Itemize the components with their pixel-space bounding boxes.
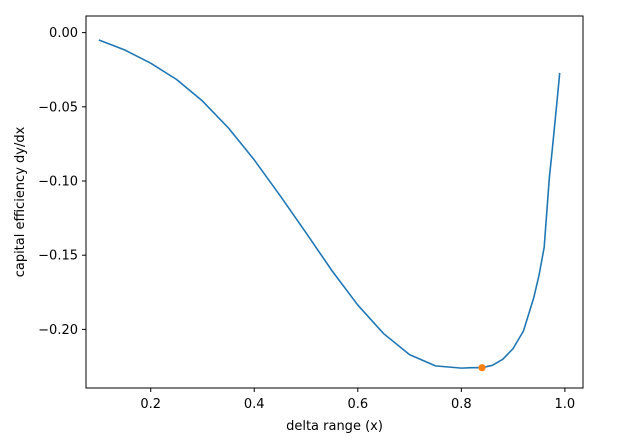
x-tick-label: 0.6 — [347, 397, 368, 412]
x-axis-label: delta range (x) — [286, 419, 383, 434]
y-tick-label: −0.10 — [38, 175, 78, 190]
x-tick-label: 0.4 — [244, 397, 265, 412]
series-line-0 — [98, 39, 561, 369]
y-tick-label: −0.15 — [38, 249, 78, 264]
x-tick-label: 1.0 — [555, 397, 576, 412]
x-tick-label: 0.8 — [451, 397, 472, 412]
series-layer — [98, 39, 561, 372]
plot-frame — [85, 15, 584, 389]
x-tick-label: 0.2 — [140, 397, 161, 412]
highlight-point — [478, 364, 486, 372]
ticks-layer: 0.2 0.4 0.6 0.8 1.0 0.00 −0.05 −0.10 −0.15 −0.20 — [38, 26, 575, 412]
y-axis-label: capital efficiency dy/dx — [13, 126, 28, 277]
y-tick-label: −0.20 — [38, 323, 78, 338]
y-tick-label: 0.00 — [49, 26, 78, 41]
y-tick-label: −0.05 — [38, 100, 78, 115]
plot-background — [86, 16, 583, 388]
